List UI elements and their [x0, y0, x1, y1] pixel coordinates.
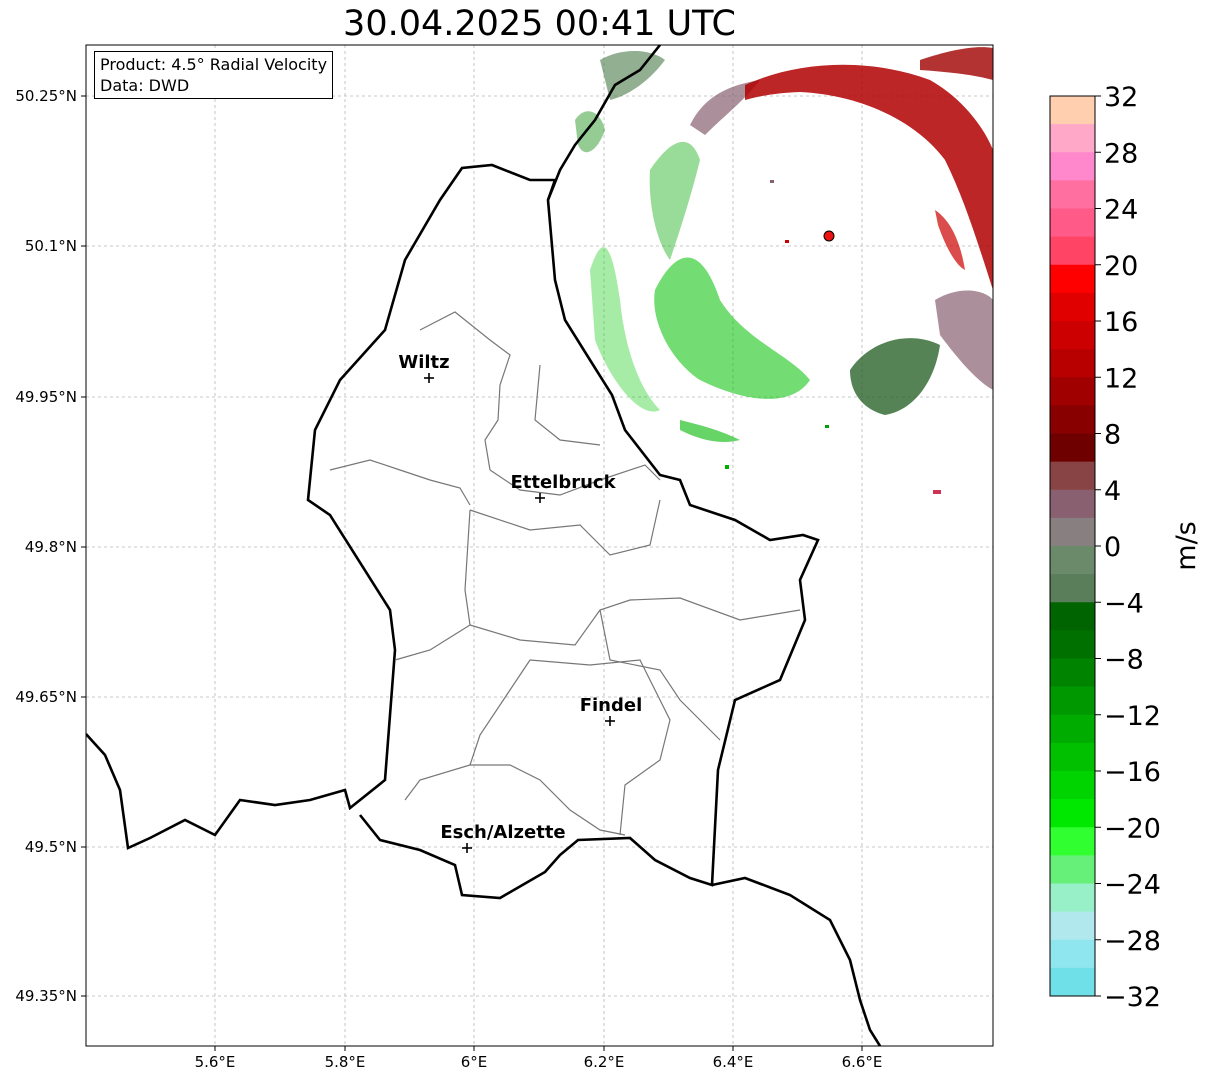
- city-marker-findel: [605, 716, 615, 726]
- colorbar-segment: [1050, 264, 1095, 294]
- y-tick-label: 49.95°N: [15, 388, 77, 406]
- city-label-wiltz: Wiltz: [398, 352, 449, 373]
- colorbar-segment: [1050, 292, 1095, 322]
- colorbar-segment: [1050, 883, 1095, 913]
- colorbar-segment: [1050, 208, 1095, 238]
- colorbar-segment: [1050, 799, 1095, 828]
- colorbar-segment: [1050, 433, 1095, 463]
- colorbar-segment: [1050, 602, 1095, 631]
- colorbar-segment: [1050, 124, 1095, 153]
- map-frame: [85, 44, 994, 1047]
- y-tick-label: 49.5°N: [25, 838, 77, 856]
- colorbar-tick-label: −16: [1104, 757, 1161, 788]
- colorbar-segment: [1050, 180, 1095, 209]
- colorbar-tick-label: 32: [1104, 82, 1138, 113]
- colorbar-segment: [1050, 405, 1095, 434]
- city-markers: [424, 373, 615, 853]
- colorbar-segment: [1050, 461, 1095, 491]
- colorbar-tick-label: −28: [1104, 926, 1161, 957]
- colorbar-segment: [1050, 377, 1095, 406]
- y-tick-label: 50.1°N: [25, 237, 77, 255]
- colorbar-segment: [1050, 658, 1095, 688]
- colorbar-ticks: 32 28 24 20 16 12 8 4 0 −4 −8 −12 −16 −20 −24 −28 −32: [1095, 82, 1161, 1013]
- colorbar-segment: [1050, 742, 1095, 772]
- colorbar-segment: [1050, 236, 1095, 266]
- colorbar-segment: [1050, 321, 1095, 350]
- colorbar-segment: [1050, 546, 1095, 575]
- colorbar-segment: [1050, 911, 1095, 941]
- canton-boundaries: [329, 311, 801, 836]
- country-boundaries: [86, 45, 882, 1046]
- colorbar-tick-label: −24: [1104, 870, 1161, 901]
- radar-site-marker[interactable]: [823, 230, 835, 242]
- city-marker-ettelbruck: [535, 493, 545, 503]
- colorbar-segment: [1050, 771, 1095, 800]
- colorbar-segment: [1050, 827, 1095, 856]
- city-label-findel: Findel: [580, 695, 643, 716]
- colorbar-segment: [1050, 630, 1095, 659]
- y-tick-label: 49.65°N: [15, 688, 77, 706]
- x-tick-label: 6.2°E: [584, 1053, 625, 1071]
- axis-ticks: [81, 95, 863, 1051]
- info-data-source: Data: DWD: [100, 76, 190, 95]
- colorbar-tick-label: 28: [1104, 138, 1138, 169]
- colorbar-tick-label: −20: [1104, 813, 1161, 844]
- colorbar-tick-label: 0: [1104, 532, 1121, 563]
- colorbar-segment: [1050, 714, 1095, 744]
- colorbar-segment: [1050, 967, 1095, 997]
- colorbar-segment: [1050, 855, 1095, 884]
- colorbar-tick-label: −8: [1104, 645, 1144, 676]
- colorbar-segment: [1050, 574, 1095, 603]
- city-marker-esch: [462, 843, 472, 853]
- colorbar-segment: [1050, 152, 1095, 181]
- x-tick-label: 6°E: [461, 1053, 488, 1071]
- map-area[interactable]: [86, 45, 993, 1046]
- info-box: Product: 4.5° Radial Velocity Data: DWD: [94, 51, 334, 99]
- colorbar-tick-label: 12: [1104, 363, 1138, 394]
- x-tick-label: 6.6°E: [842, 1053, 883, 1071]
- y-tick-label: 49.35°N: [15, 987, 77, 1005]
- x-tick-label: 5.8°E: [325, 1053, 366, 1071]
- gridlines: [86, 45, 993, 1046]
- colorbar-tick-label: −32: [1104, 982, 1161, 1013]
- colorbar-tick-label: 8: [1104, 420, 1121, 451]
- colorbar: [1050, 96, 1095, 997]
- x-tick-label: 6.4°E: [713, 1053, 754, 1071]
- colorbar-tick-label: −12: [1104, 701, 1161, 732]
- city-marker-wiltz: [424, 373, 434, 383]
- city-label-esch: Esch/Alzette: [440, 822, 565, 843]
- y-tick-label: 49.8°N: [25, 538, 77, 556]
- colorbar-segment: [1050, 517, 1095, 547]
- colorbar-tick-label: 16: [1104, 307, 1138, 338]
- colorbar-segment: [1050, 349, 1095, 378]
- colorbar-segment: [1050, 96, 1095, 125]
- y-tick-label: 50.25°N: [15, 87, 77, 105]
- colorbar-tick-label: 20: [1104, 251, 1138, 282]
- colorbar-tick-label: −4: [1104, 588, 1144, 619]
- colorbar-tick-label: 4: [1104, 476, 1121, 507]
- colorbar-label: m/s: [1171, 521, 1202, 570]
- map-title: 30.04.2025 00:41 UTC: [343, 4, 736, 44]
- radar-echoes: [575, 47, 993, 494]
- city-label-ettelbruck: Ettelbruck: [510, 472, 616, 493]
- info-product: Product: 4.5° Radial Velocity: [100, 55, 328, 74]
- colorbar-segment: [1050, 489, 1095, 519]
- colorbar-segment: [1050, 939, 1095, 969]
- x-tick-label: 5.6°E: [195, 1053, 236, 1071]
- colorbar-tick-label: 24: [1104, 195, 1138, 226]
- colorbar-segment: [1050, 686, 1095, 716]
